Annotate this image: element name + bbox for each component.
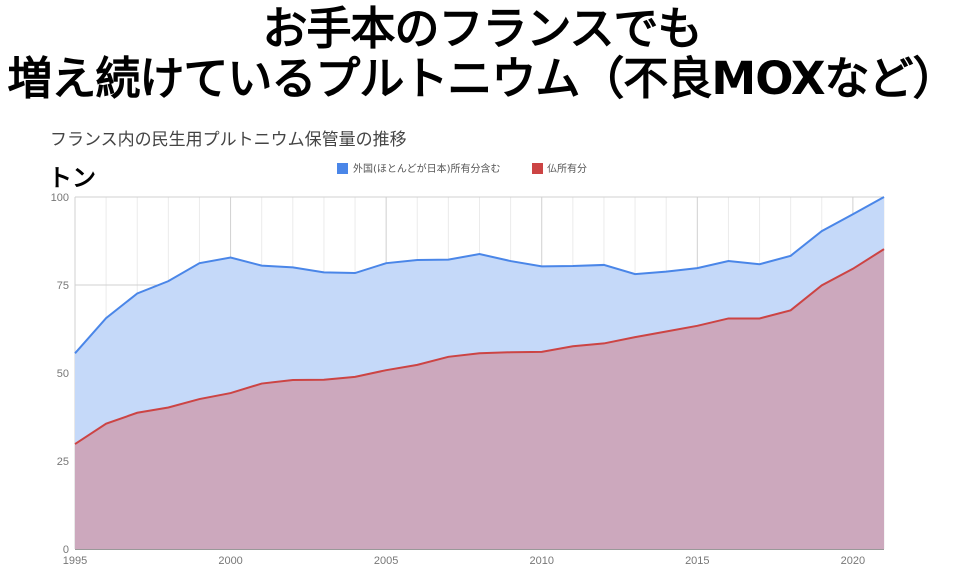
headline-line-2: 増え続けているプルトニウム（不良MOXなど） [7, 52, 957, 105]
chart-lines [74, 196, 885, 445]
x-tick-label: 2020 [841, 555, 865, 567]
x-tick-label: 2005 [374, 555, 398, 567]
y-tick-label: 75 [57, 280, 69, 292]
series-line-1 [74, 196, 885, 354]
y-axis-unit-label: トン [48, 164, 96, 192]
series-area-2 [75, 249, 884, 549]
chart-areas [75, 197, 884, 549]
y-tick-label: 50 [57, 368, 69, 380]
y-tick-label: 0 [63, 544, 69, 556]
headline-line-1: お手本のフランスでも [262, 2, 702, 55]
y-tick-label: 25 [57, 456, 69, 468]
x-tick-label: 1995 [63, 555, 87, 567]
legend-label-1: 外国(ほとんどが日本)所有分含む [353, 162, 501, 175]
legend-label-2: 仏所有分 [547, 162, 587, 175]
legend-swatch-2 [532, 163, 543, 174]
x-tick-label: 2015 [685, 555, 709, 567]
chart-axes: 0 25 50 75 100 1995 2000 2005 2010 2015 2020 [51, 192, 865, 567]
series-line-2 [74, 248, 885, 445]
chart-legend: 外国(ほとんどが日本)所有分含む 仏所有分 [337, 162, 587, 175]
x-tick-label: 2010 [529, 555, 553, 567]
chart-title: フランス内の民生用プルトニウム保管量の推移 [50, 130, 407, 150]
x-tick-label: 2000 [218, 555, 242, 567]
legend-swatch-1 [337, 163, 348, 174]
y-tick-label: 100 [51, 192, 69, 204]
